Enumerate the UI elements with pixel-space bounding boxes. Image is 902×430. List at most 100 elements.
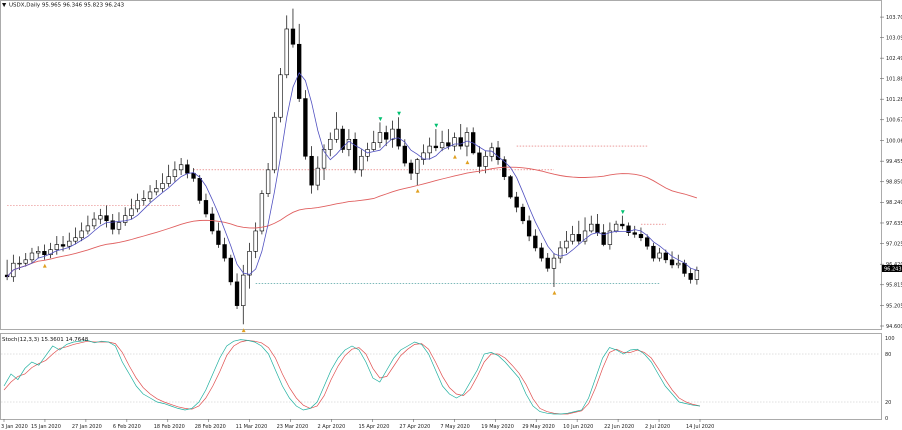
bull-candle[interactable]	[67, 240, 72, 247]
bear-candle[interactable]	[384, 132, 389, 140]
bear-candle[interactable]	[433, 145, 439, 149]
bear-candle[interactable]	[42, 251, 47, 256]
bull-candle[interactable]	[328, 138, 333, 150]
bear-candle[interactable]	[216, 230, 221, 245]
bear-candle[interactable]	[408, 162, 414, 174]
bear-candle[interactable]	[446, 142, 451, 147]
bull-candle[interactable]	[439, 142, 445, 149]
bear-candle[interactable]	[309, 155, 314, 186]
bull-candle[interactable]	[172, 169, 178, 177]
bear-candle[interactable]	[651, 245, 656, 259]
bear-candle[interactable]	[402, 145, 407, 164]
bear-candle[interactable]	[520, 206, 526, 222]
bull-candle[interactable]	[135, 200, 140, 210]
bear-candle[interactable]	[620, 223, 625, 227]
bull-candle[interactable]	[29, 252, 35, 261]
bear-candle[interactable]	[669, 259, 675, 266]
bear-candle[interactable]	[508, 176, 513, 198]
bull-candle[interactable]	[73, 237, 78, 242]
candlestick-series[interactable]	[4, 8, 700, 325]
bull-candle[interactable]	[23, 259, 28, 264]
bear-candle[interactable]	[228, 257, 233, 283]
bull-candle[interactable]	[178, 164, 184, 171]
bear-candle[interactable]	[495, 147, 501, 160]
bear-candle[interactable]	[663, 252, 668, 261]
bull-candle[interactable]	[334, 128, 339, 140]
bull-candle[interactable]	[278, 74, 283, 118]
bull-candle[interactable]	[79, 230, 84, 239]
bear-candle[interactable]	[290, 28, 296, 45]
bear-candle[interactable]	[210, 213, 215, 232]
bull-candle[interactable]	[160, 183, 165, 189]
bull-candle[interactable]	[272, 116, 277, 171]
bull-candle[interactable]	[427, 145, 432, 154]
bull-candle[interactable]	[284, 28, 289, 76]
bull-candle[interactable]	[85, 225, 91, 232]
bull-candle[interactable]	[694, 270, 700, 280]
bear-candle[interactable]	[576, 234, 581, 242]
bull-candle[interactable]	[91, 218, 97, 227]
bear-candle[interactable]	[203, 200, 209, 215]
bull-candle[interactable]	[371, 142, 376, 150]
bear-candle[interactable]	[458, 137, 463, 147]
bear-candle[interactable]	[688, 273, 693, 280]
bull-candle[interactable]	[265, 169, 271, 194]
bear-candle[interactable]	[533, 235, 538, 249]
bull-candle[interactable]	[141, 198, 146, 201]
bear-candle[interactable]	[222, 244, 227, 259]
bull-candle[interactable]	[564, 240, 569, 249]
bull-candle[interactable]	[452, 137, 457, 147]
menu-dropdown-icon[interactable]: ▼	[2, 3, 7, 9]
bull-candle[interactable]	[166, 176, 171, 184]
bull-candle[interactable]	[359, 155, 364, 171]
bull-candle[interactable]	[415, 159, 420, 174]
bull-candle[interactable]	[116, 222, 122, 230]
bear-candle[interactable]	[601, 232, 606, 245]
bear-candle[interactable]	[185, 164, 190, 174]
bull-candle[interactable]	[657, 252, 662, 259]
bull-candle[interactable]	[241, 274, 246, 306]
bear-candle[interactable]	[595, 223, 600, 233]
bear-candle[interactable]	[234, 281, 240, 306]
bull-candle[interactable]	[129, 208, 134, 216]
bear-candle[interactable]	[682, 262, 687, 274]
bull-candle[interactable]	[558, 247, 563, 259]
bear-candle[interactable]	[297, 43, 302, 99]
bear-candle[interactable]	[626, 225, 631, 233]
bull-candle[interactable]	[36, 251, 41, 254]
bull-candle[interactable]	[48, 249, 53, 256]
bear-candle[interactable]	[197, 178, 202, 201]
bull-candle[interactable]	[123, 215, 128, 223]
bull-candle[interactable]	[247, 251, 252, 276]
bear-candle[interactable]	[638, 234, 644, 239]
bull-candle[interactable]	[613, 223, 619, 232]
bear-candle[interactable]	[477, 152, 482, 167]
bear-candle[interactable]	[352, 138, 358, 171]
bull-candle[interactable]	[483, 155, 488, 167]
bear-candle[interactable]	[645, 237, 650, 247]
bull-candle[interactable]	[582, 230, 588, 242]
bull-candle[interactable]	[321, 149, 327, 169]
bull-candle[interactable]	[421, 152, 426, 160]
bull-candle[interactable]	[346, 138, 352, 150]
bull-candle[interactable]	[98, 215, 103, 220]
bull-candle[interactable]	[589, 223, 594, 232]
bull-candle[interactable]	[147, 191, 153, 200]
bull-candle[interactable]	[377, 132, 383, 143]
bear-candle[interactable]	[514, 196, 519, 208]
bull-candle[interactable]	[315, 167, 320, 186]
bull-candle[interactable]	[676, 262, 681, 266]
bull-candle[interactable]	[259, 193, 265, 232]
bear-candle[interactable]	[104, 215, 109, 222]
bull-candle[interactable]	[607, 230, 613, 245]
bear-candle[interactable]	[526, 220, 532, 237]
bull-candle[interactable]	[54, 244, 59, 250]
bear-candle[interactable]	[632, 232, 637, 235]
bull-candle[interactable]	[17, 262, 22, 265]
bear-candle[interactable]	[110, 220, 115, 230]
bear-candle[interactable]	[502, 159, 507, 177]
bear-candle[interactable]	[545, 257, 550, 269]
bear-candle[interactable]	[340, 128, 345, 150]
